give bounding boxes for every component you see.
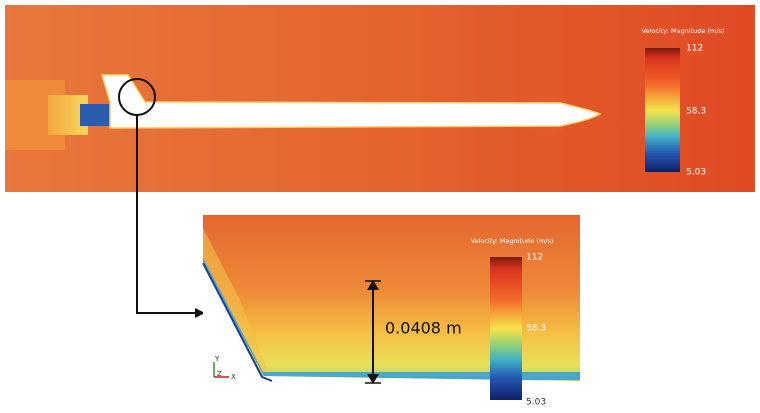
colorbar-mid: 58.3 bbox=[686, 107, 706, 117]
body bbox=[100, 74, 602, 129]
axis-triad: Y Z X bbox=[213, 355, 236, 381]
colorbar bbox=[645, 48, 680, 172]
colorbar-title: Velocity: Magnitude (m/s) bbox=[642, 27, 725, 35]
wall bbox=[202, 262, 273, 382]
connector-arrow bbox=[195, 308, 205, 318]
dimension-label: 0.0408 m bbox=[385, 319, 462, 338]
colorbar-max: 112 bbox=[526, 253, 543, 263]
detail-panel: 0.0408 m Velocity: Magnitude (m/s) 112 5… bbox=[202, 215, 580, 408]
axis-x-label: X bbox=[231, 373, 236, 381]
colorbar-min: 5.03 bbox=[686, 168, 706, 178]
overview-panel: Velocity: Magnitude (m/s) 112 58.3 5.03 bbox=[5, 5, 755, 192]
body bbox=[203, 262, 580, 385]
colorbar-title: Velocity: Magnitude (m/s) bbox=[471, 237, 554, 245]
axis-z-label: Z bbox=[217, 370, 222, 378]
colorbar bbox=[490, 257, 522, 400]
colorbar-max: 112 bbox=[686, 44, 703, 54]
colorbar-mid: 58.3 bbox=[526, 324, 546, 334]
low-velocity bbox=[80, 104, 110, 126]
axis-y-label: Y bbox=[214, 355, 220, 363]
connector bbox=[136, 115, 198, 314]
colorbar-min: 5.03 bbox=[526, 398, 546, 408]
